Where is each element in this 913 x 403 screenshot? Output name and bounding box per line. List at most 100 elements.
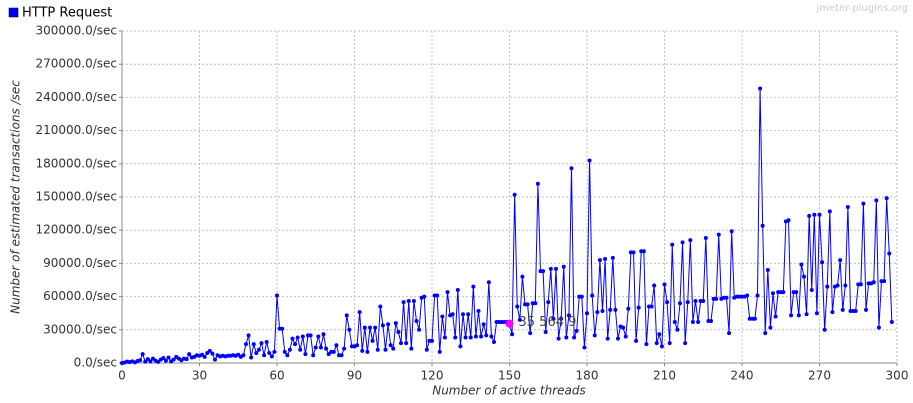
data-point xyxy=(455,287,460,292)
data-point xyxy=(882,279,887,284)
data-point xyxy=(556,336,561,341)
data-point xyxy=(587,158,592,163)
x-tick-label: 0 xyxy=(118,369,126,383)
data-point xyxy=(484,333,489,338)
data-point xyxy=(272,349,277,354)
data-point xyxy=(809,287,814,292)
data-point xyxy=(171,357,176,362)
x-tick-label: 240 xyxy=(731,369,754,383)
data-point xyxy=(318,345,323,350)
data-point xyxy=(342,346,347,351)
data-point xyxy=(399,341,403,346)
data-point xyxy=(378,304,383,309)
data-point xyxy=(814,311,819,316)
y-tick-label: 210000.0/sec xyxy=(35,123,117,137)
data-point xyxy=(404,341,409,346)
data-point xyxy=(463,335,468,340)
data-point xyxy=(701,299,706,304)
data-point xyxy=(510,332,515,337)
data-point xyxy=(388,343,393,348)
data-point xyxy=(290,336,295,341)
data-point xyxy=(763,331,768,336)
data-point xyxy=(843,283,848,288)
y-tick-label: 120000.0/sec xyxy=(35,223,117,237)
data-point xyxy=(696,320,701,325)
y-tick-label: 90000.0/sec xyxy=(43,256,117,270)
data-point xyxy=(370,338,375,343)
data-point xyxy=(566,313,571,318)
data-point xyxy=(262,353,267,358)
data-point xyxy=(138,358,143,363)
data-point xyxy=(864,307,868,312)
data-point xyxy=(799,262,804,267)
data-point xyxy=(308,333,313,338)
data-point xyxy=(528,331,533,336)
data-point xyxy=(264,339,269,344)
data-point xyxy=(241,353,246,358)
data-point xyxy=(827,209,832,214)
data-point xyxy=(161,356,166,361)
data-point xyxy=(554,266,558,271)
data-point xyxy=(610,255,615,260)
data-point xyxy=(360,348,365,353)
data-point xyxy=(476,308,481,313)
data-point xyxy=(623,334,628,339)
data-point xyxy=(424,347,429,352)
data-point xyxy=(303,352,308,357)
data-point xyxy=(582,345,587,350)
data-point xyxy=(535,181,540,186)
data-point xyxy=(166,355,171,360)
y-tick-label: 0.0/sec xyxy=(74,356,117,370)
data-point xyxy=(693,299,698,304)
data-point xyxy=(649,304,654,309)
data-point xyxy=(680,240,685,245)
data-point xyxy=(331,349,336,354)
data-point xyxy=(339,353,344,358)
data-point xyxy=(569,166,574,171)
data-point xyxy=(481,322,486,327)
data-point xyxy=(773,314,778,319)
data-point xyxy=(752,316,757,321)
data-point xyxy=(546,300,551,305)
data-point xyxy=(755,293,760,298)
data-point xyxy=(417,327,422,332)
data-point xyxy=(745,293,750,298)
data-point xyxy=(492,339,496,344)
data-point xyxy=(249,355,254,360)
data-point xyxy=(605,336,610,341)
data-point xyxy=(411,299,416,304)
data-point xyxy=(590,293,595,298)
data-point xyxy=(468,335,473,340)
x-tick-label: 180 xyxy=(576,369,599,383)
highlight-label: 35 564.9 xyxy=(519,315,577,330)
data-point xyxy=(608,307,613,312)
data-point xyxy=(373,325,378,330)
data-point xyxy=(812,212,817,217)
data-point xyxy=(254,351,259,356)
data-point xyxy=(729,229,734,234)
data-point xyxy=(667,341,672,346)
data-point xyxy=(285,353,290,358)
data-point xyxy=(652,283,657,288)
data-point xyxy=(375,347,380,352)
watermark: jmeter-plugins.org xyxy=(815,3,908,14)
data-point xyxy=(579,294,584,299)
y-tick-label: 150000.0/sec xyxy=(35,190,117,204)
data-point xyxy=(714,296,719,301)
data-point xyxy=(324,346,329,351)
data-point xyxy=(678,301,682,306)
data-point xyxy=(280,326,285,331)
data-point xyxy=(344,313,349,318)
data-point xyxy=(437,349,442,354)
data-point xyxy=(347,327,352,332)
data-point xyxy=(259,341,264,346)
data-point xyxy=(435,293,440,298)
data-point xyxy=(760,223,765,228)
data-point xyxy=(422,294,427,299)
data-point xyxy=(213,357,217,362)
data-point xyxy=(871,280,876,285)
x-tick-label: 150 xyxy=(498,369,521,383)
data-point xyxy=(654,341,659,346)
data-point xyxy=(597,258,602,263)
